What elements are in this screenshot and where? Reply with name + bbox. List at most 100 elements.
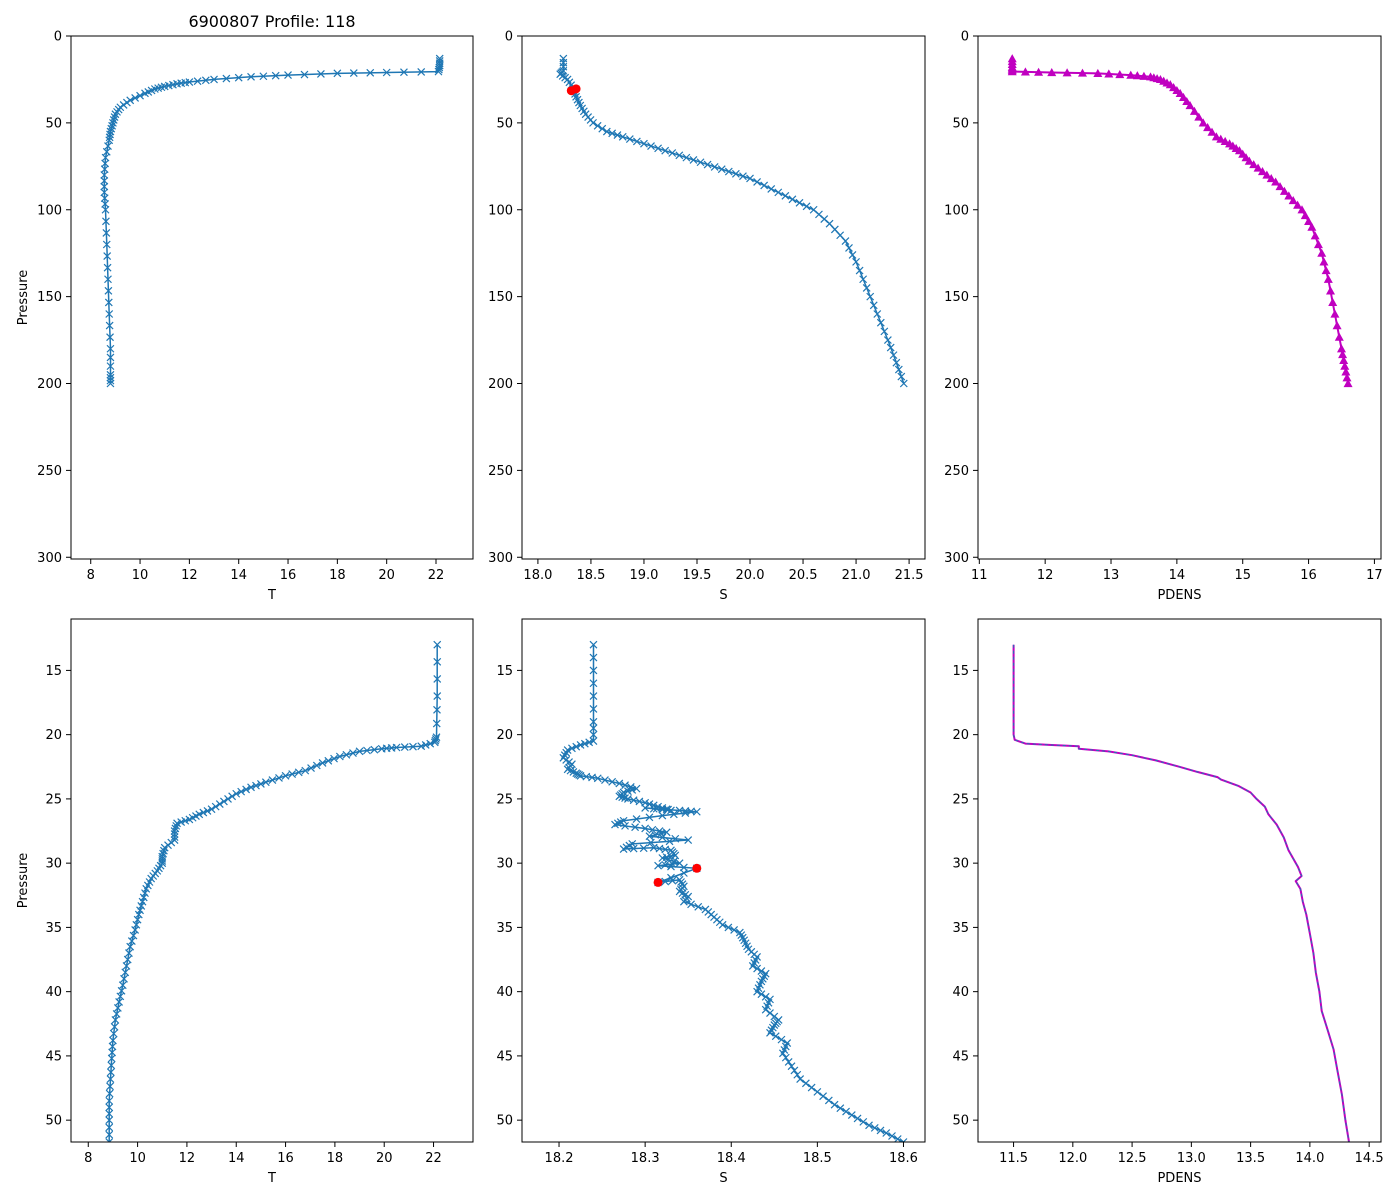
data-point: [107, 1054, 116, 1063]
flag-connector: [657, 867, 698, 883]
data-point: [628, 785, 637, 794]
data-point: [757, 990, 766, 999]
x-tick-label: 19.5: [683, 568, 712, 583]
data-point: [876, 318, 885, 327]
data-point: [1007, 67, 1017, 76]
data-point: [129, 931, 138, 940]
data-point: [330, 754, 338, 763]
data-point: [242, 785, 251, 794]
data-point: [589, 717, 598, 726]
y-tick-label: 0: [54, 30, 62, 45]
y-tick-label: 300: [944, 551, 969, 566]
y-tick-label: 30: [45, 857, 62, 872]
x-tick-label: 18.5: [576, 568, 605, 583]
x-tick-label: 10: [129, 1151, 146, 1166]
data-point: [1185, 101, 1195, 110]
data-point: [409, 742, 417, 751]
x-axis-label: S: [719, 1171, 727, 1186]
data-point: [629, 844, 638, 853]
data-point: [1077, 68, 1087, 77]
data-point: [781, 1053, 790, 1062]
data-point: [724, 923, 733, 932]
data-point: [589, 679, 598, 688]
data-point: [110, 1022, 119, 1031]
data-point: [109, 1036, 117, 1045]
data-point: [125, 949, 133, 958]
data-point: [247, 783, 255, 792]
data-point: [126, 96, 135, 105]
data-point: [211, 802, 220, 811]
data-point: [889, 351, 898, 360]
y-tick-label: 45: [496, 1049, 513, 1064]
data-point: [862, 284, 871, 292]
x-tick-label: 18.4: [717, 1151, 746, 1166]
x-tick-label: 20: [376, 1151, 393, 1166]
data-point: [621, 781, 629, 790]
data-point: [717, 165, 726, 174]
data-point: [621, 821, 629, 830]
data-point: [252, 781, 260, 790]
data-point: [615, 779, 624, 788]
x-axis-label: S: [719, 588, 727, 603]
data-point: [1342, 373, 1352, 382]
data-point: [433, 675, 442, 683]
chart-top-pdens: 11 12 13 14 15 16 17 0 50 100 150 200 250 300 PDENS: [944, 30, 1383, 604]
data-point: [787, 1062, 796, 1071]
x-tick-label: 12.0: [1058, 1151, 1087, 1166]
data-point: [640, 139, 648, 148]
data-point: [774, 188, 783, 197]
data-point: [434, 67, 443, 76]
data-point: [1284, 191, 1294, 200]
data-point: [102, 217, 110, 226]
data-point: [139, 893, 148, 902]
data-point: [400, 743, 409, 751]
data-point: [593, 121, 602, 130]
data-point: [349, 69, 358, 77]
data-point: [790, 1066, 799, 1075]
data-point: [1093, 68, 1103, 77]
x-tick-label: 22: [425, 1151, 442, 1166]
x-tick-label: 20: [378, 568, 395, 583]
data-point: [102, 240, 111, 249]
x-tick-label: 18.3: [631, 1151, 660, 1166]
axes-frame: [521, 35, 926, 560]
y-tick-label: 100: [944, 203, 969, 218]
data-point: [105, 1096, 114, 1105]
x-tick-label: 8: [84, 1151, 92, 1166]
data-point: [237, 787, 246, 796]
data-point: [842, 1107, 850, 1116]
data-point: [1319, 257, 1329, 266]
x-tick-label: 18.5: [803, 1151, 832, 1166]
data-point: [679, 863, 688, 872]
data-point: [654, 144, 663, 153]
flagged-point: [653, 877, 663, 887]
data-point: [589, 653, 598, 662]
data-point: [104, 298, 113, 307]
y-tick-label: 300: [488, 551, 513, 566]
data-point: [668, 149, 677, 157]
data-point: [703, 160, 712, 169]
data-point: [568, 744, 576, 753]
data-point: [1334, 332, 1344, 341]
data-point: [417, 742, 426, 751]
data-point: [649, 804, 658, 813]
data-point: [115, 998, 124, 1006]
plot-area: [556, 54, 908, 388]
data-point: [108, 1042, 117, 1051]
flagged-point: [692, 863, 702, 873]
data-point: [300, 70, 309, 79]
y-tick-label: 150: [944, 290, 969, 305]
data-point: [106, 344, 115, 353]
data-point: [288, 770, 297, 778]
data-point: [105, 1116, 114, 1125]
x-tick-label: 20.5: [789, 568, 818, 583]
data-point: [632, 784, 641, 793]
chart-bottom-t: 8 10 12 14 16 18 20 22 15 20 25 30 35 40 45 50 T Pressure: [16, 618, 474, 1186]
data-point: [635, 797, 644, 806]
series-line: [1011, 58, 1350, 384]
data-point: [845, 244, 853, 252]
data-point: [661, 146, 670, 155]
x-tick-label: 18: [327, 1151, 344, 1166]
data-point: [589, 118, 597, 127]
data-point: [679, 897, 688, 906]
